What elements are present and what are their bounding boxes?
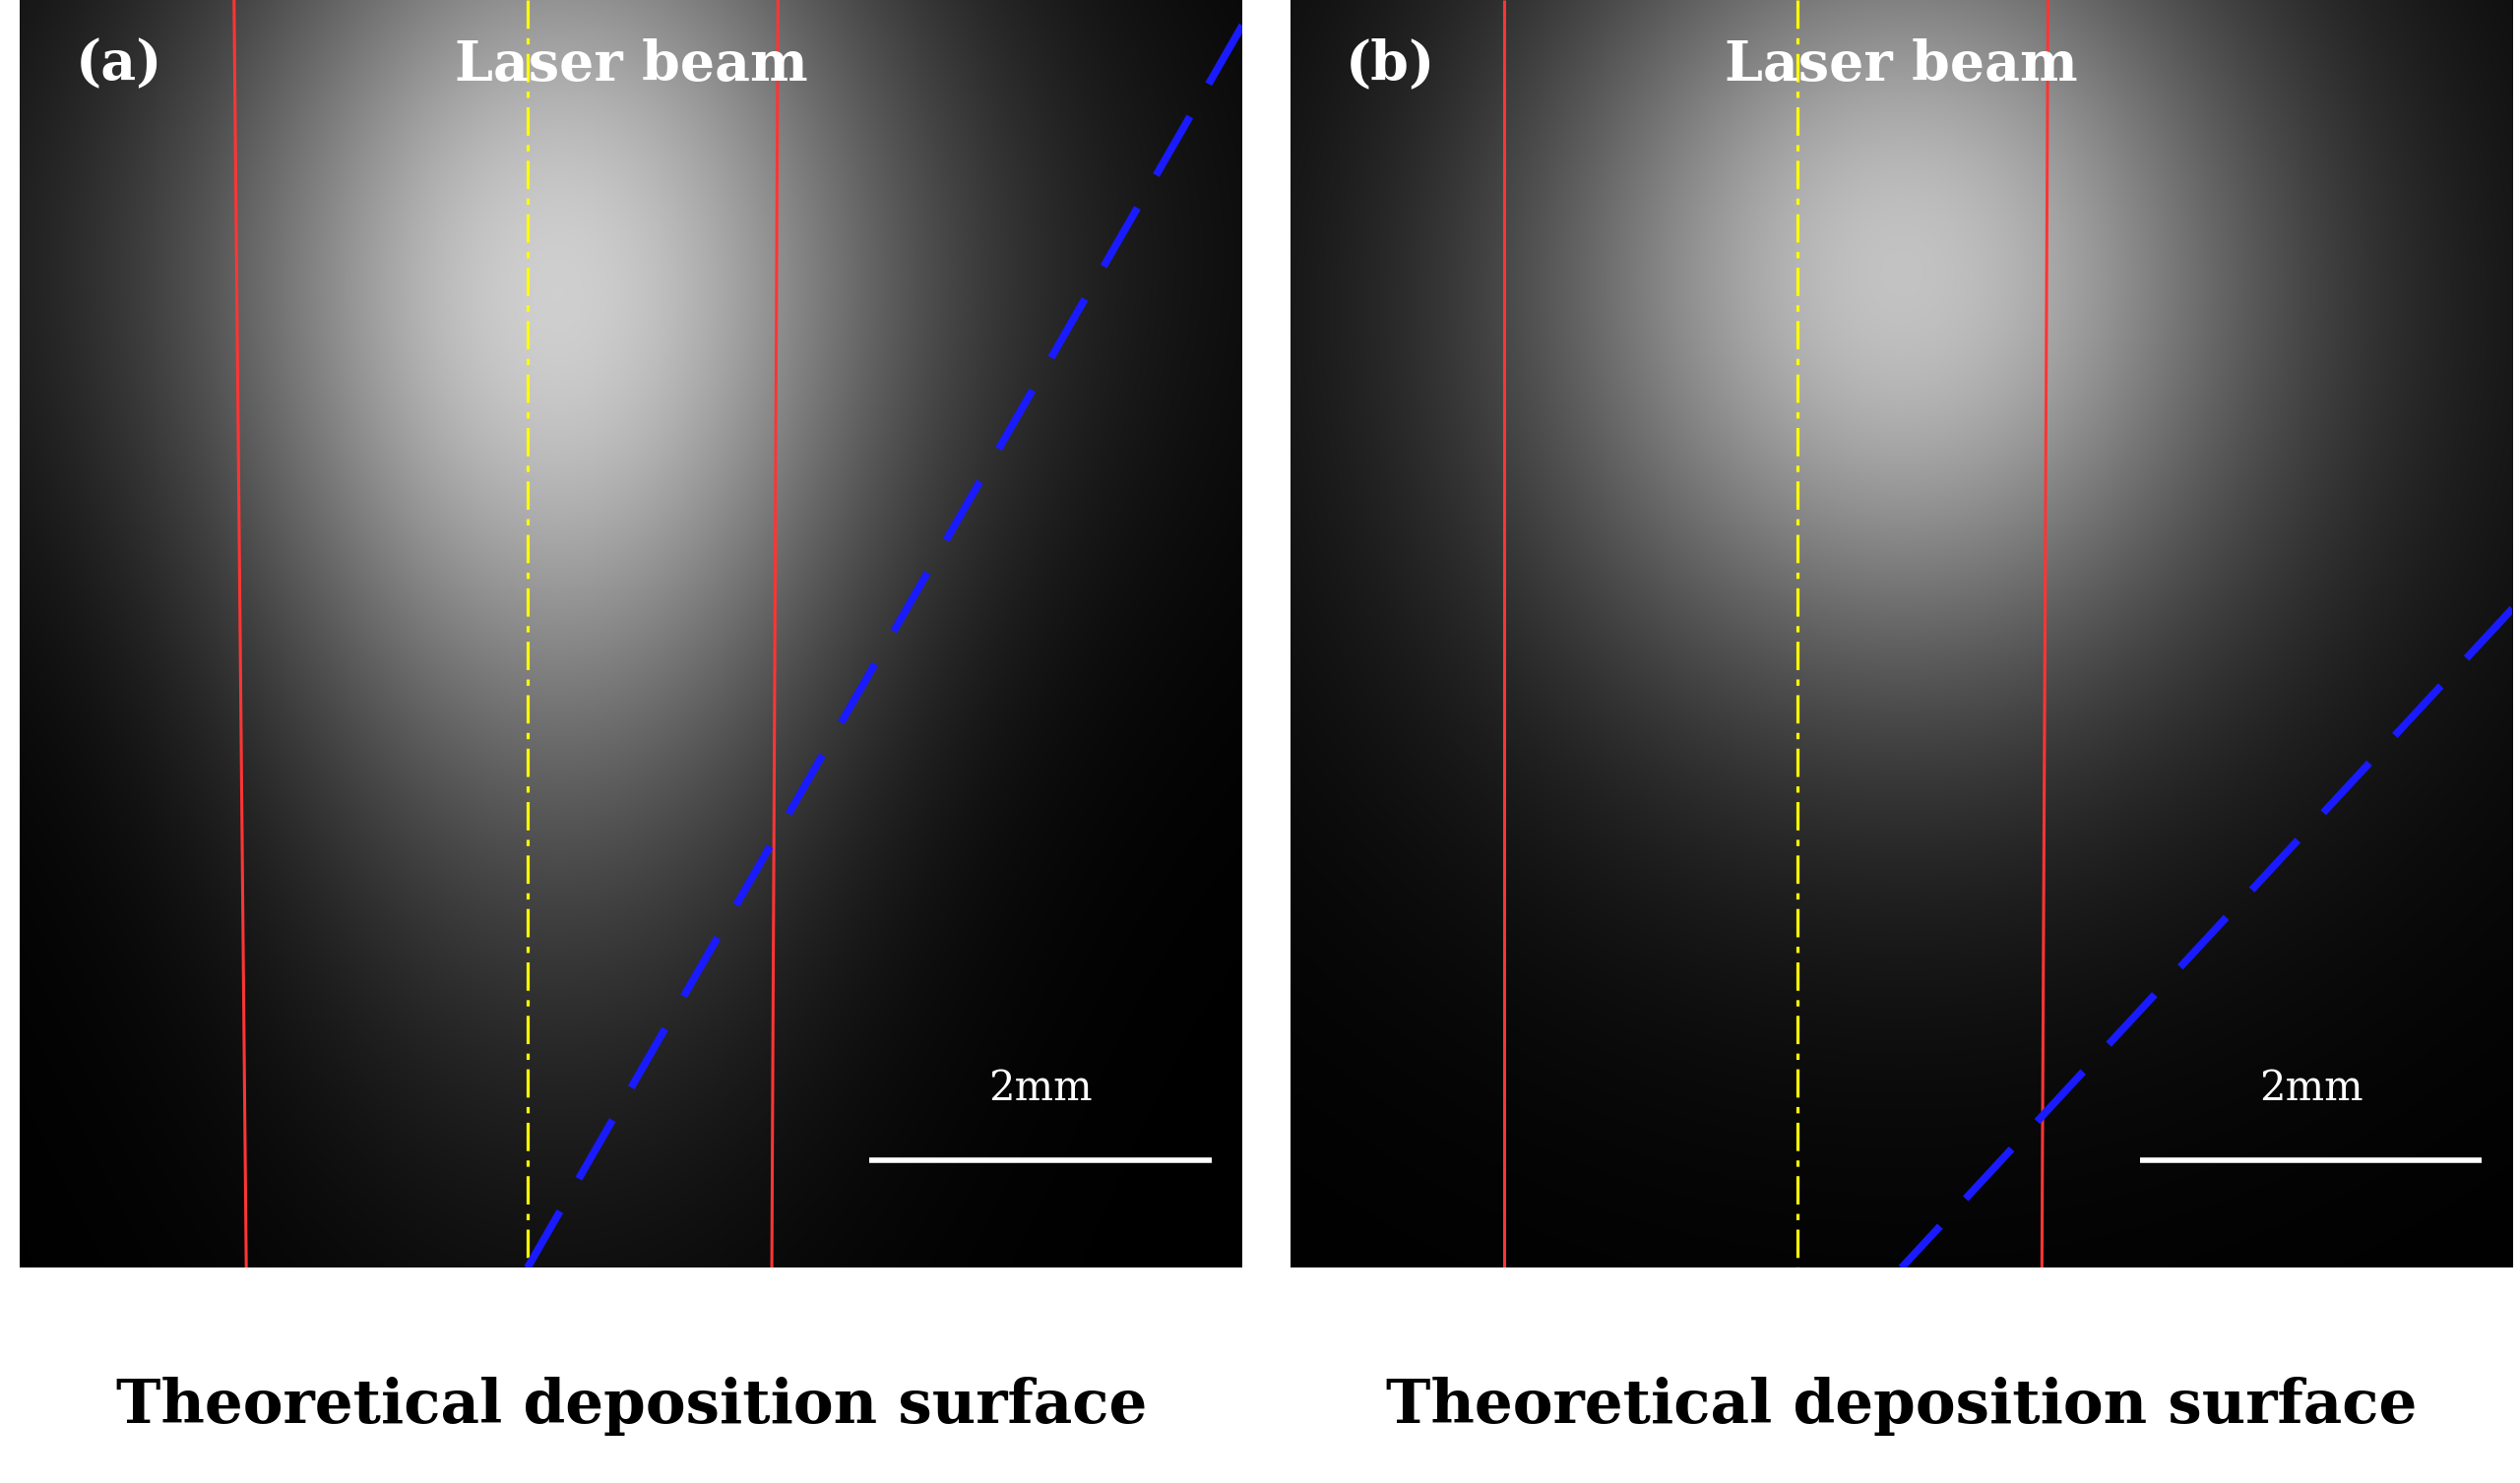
Text: (b): (b) xyxy=(1346,39,1434,92)
Text: 2mm: 2mm xyxy=(988,1068,1094,1109)
Text: Theoretical deposition surface: Theoretical deposition surface xyxy=(1386,1378,2417,1436)
Text: Theoretical deposition surface: Theoretical deposition surface xyxy=(116,1378,1147,1436)
Text: Laser beam: Laser beam xyxy=(1724,39,2079,92)
Text: 2mm: 2mm xyxy=(2258,1068,2364,1109)
Text: (a): (a) xyxy=(76,39,161,92)
Text: Laser beam: Laser beam xyxy=(454,39,809,92)
